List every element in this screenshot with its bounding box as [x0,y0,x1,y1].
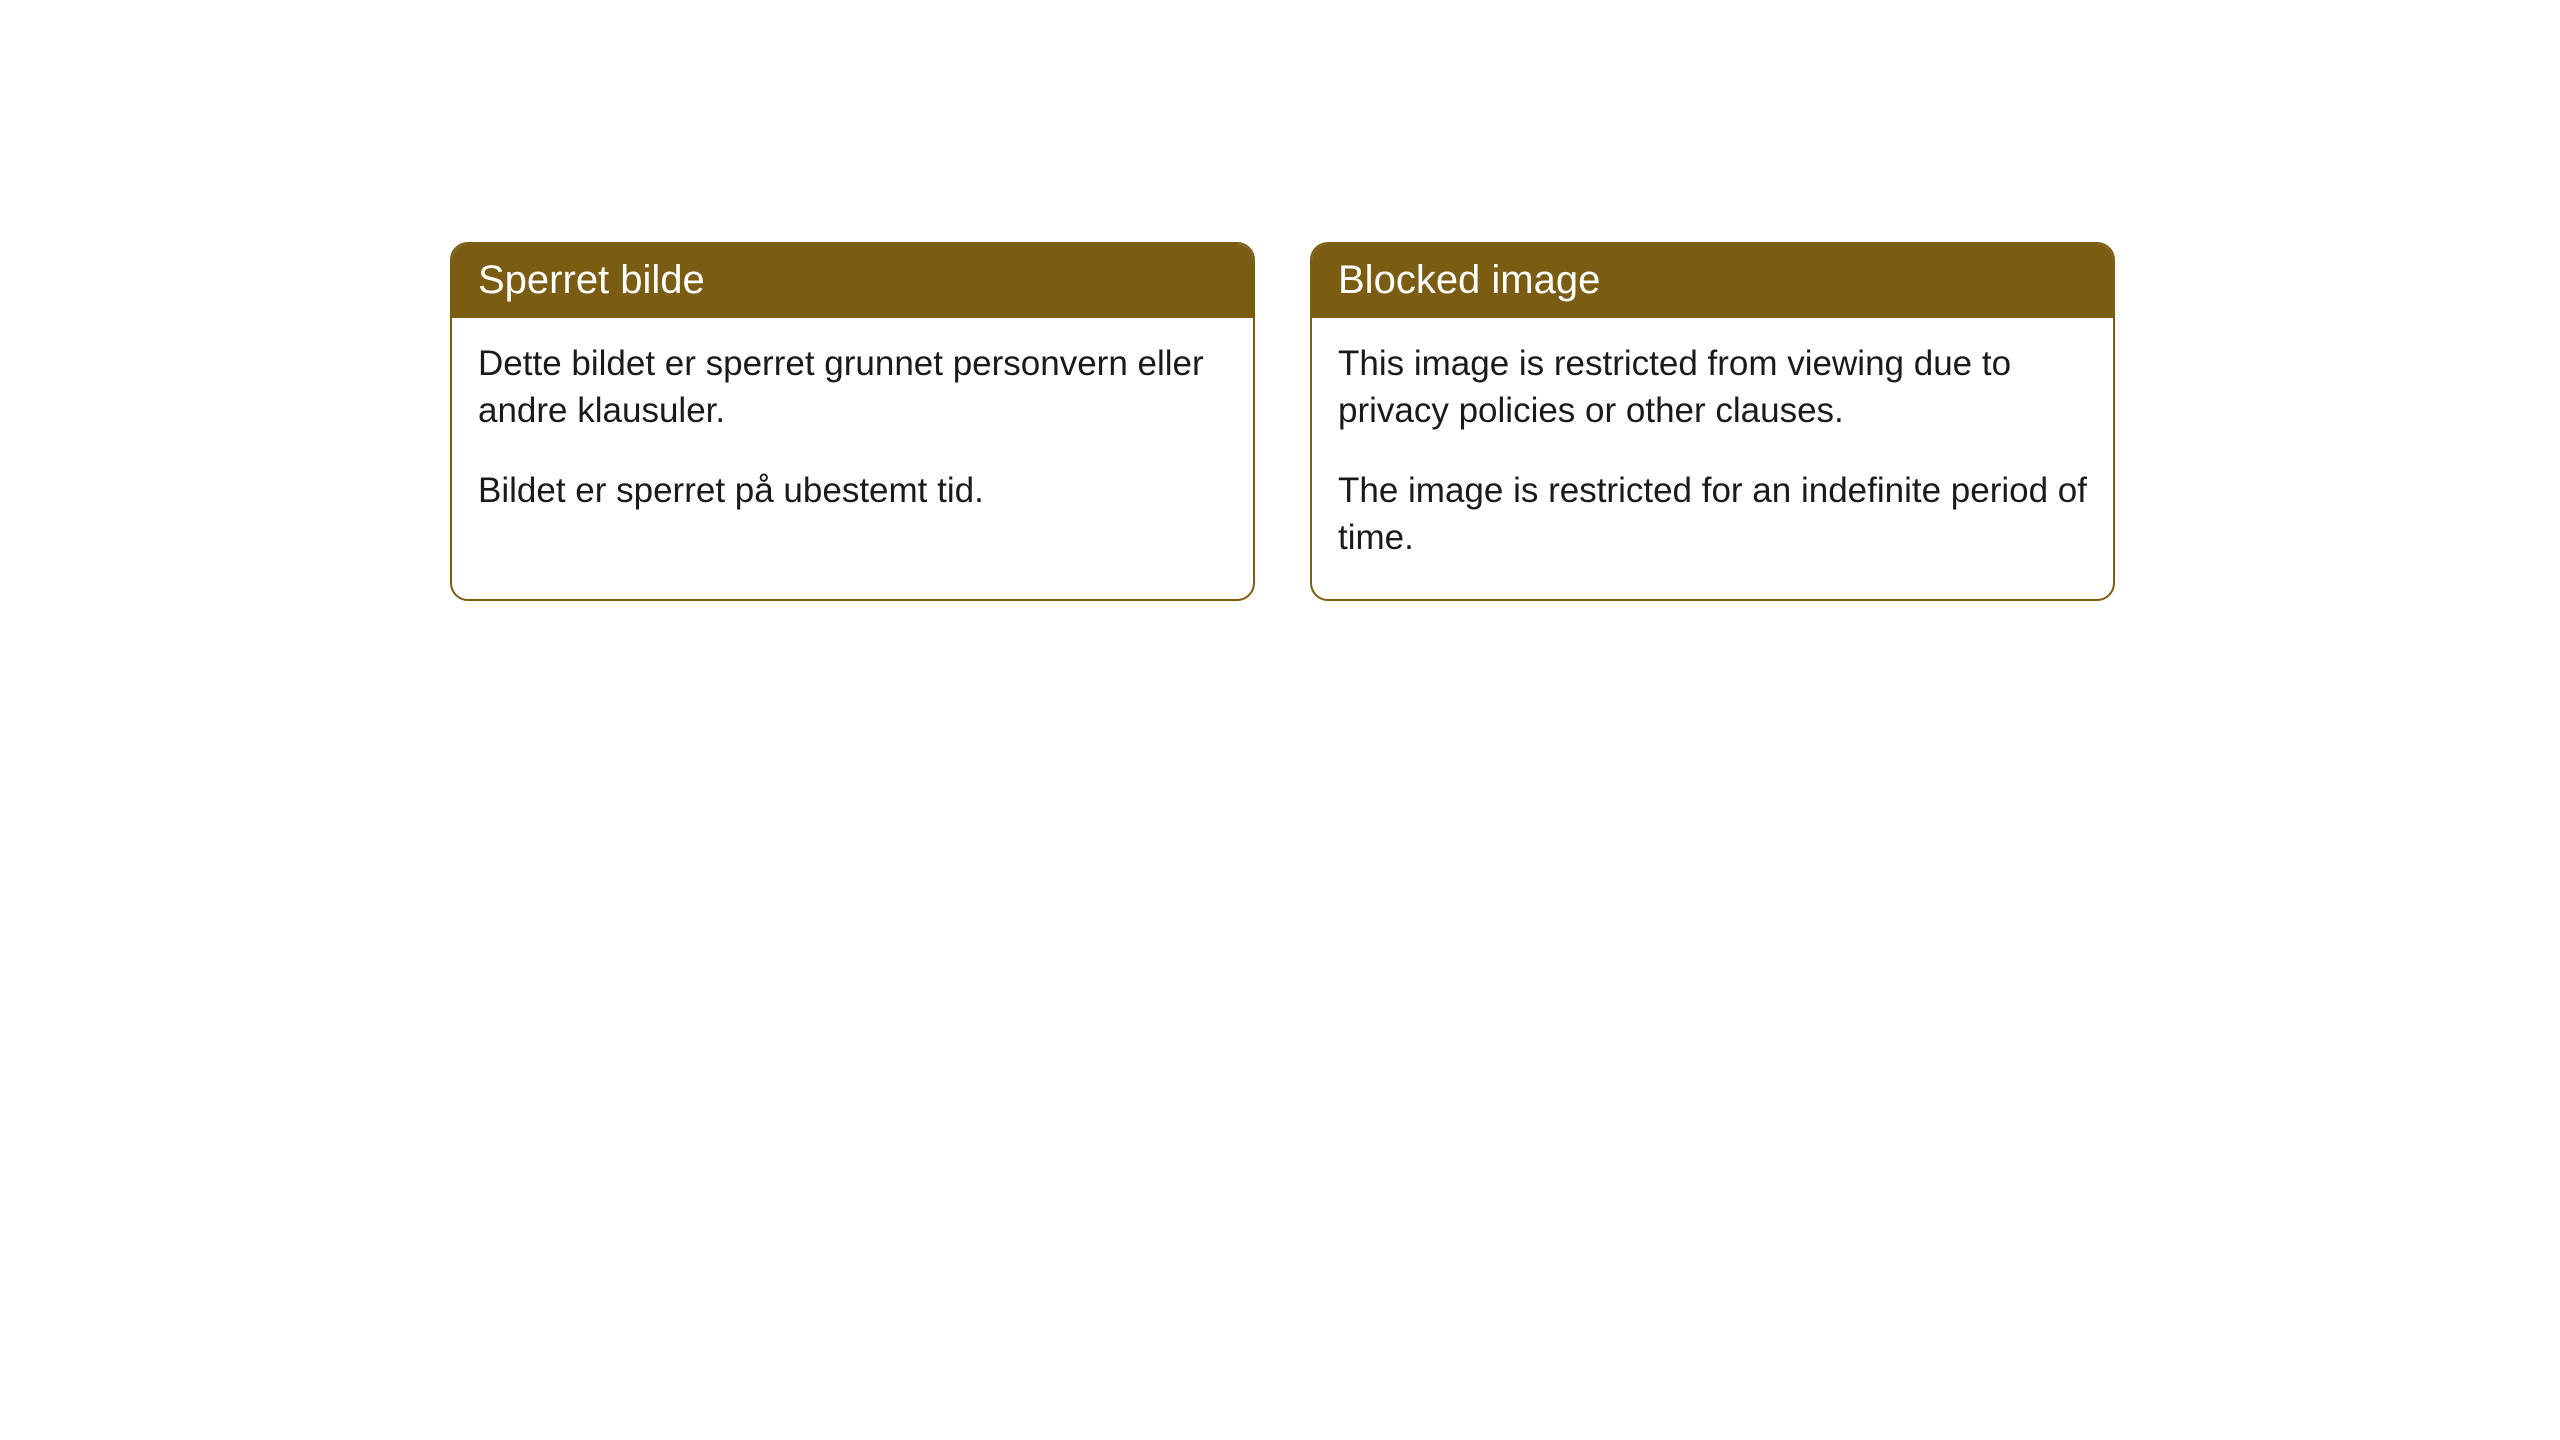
card-paragraph: Bildet er sperret på ubestemt tid. [478,467,1227,514]
card-body: Dette bildet er sperret grunnet personve… [452,318,1253,552]
card-paragraph: This image is restricted from viewing du… [1338,340,2087,435]
blocked-image-card-english: Blocked image This image is restricted f… [1310,242,2115,601]
card-paragraph: The image is restricted for an indefinit… [1338,467,2087,562]
notice-cards-container: Sperret bilde Dette bildet er sperret gr… [450,242,2115,601]
card-header: Blocked image [1312,244,2113,318]
blocked-image-card-norwegian: Sperret bilde Dette bildet er sperret gr… [450,242,1255,601]
card-paragraph: Dette bildet er sperret grunnet personve… [478,340,1227,435]
card-body: This image is restricted from viewing du… [1312,318,2113,599]
card-header: Sperret bilde [452,244,1253,318]
